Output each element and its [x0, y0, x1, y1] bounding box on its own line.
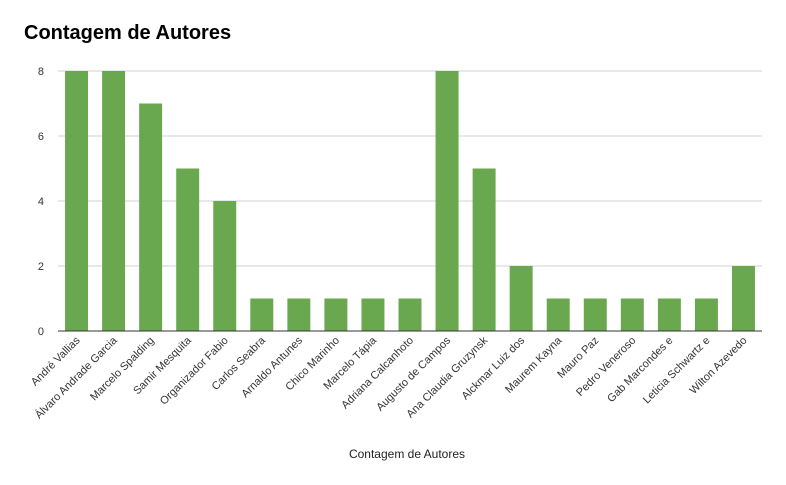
bar: [250, 298, 274, 331]
bar: [139, 103, 163, 331]
bar: [509, 266, 533, 331]
y-axis-ticks: 0 2 4 6 8: [38, 66, 44, 338]
x-tick-label: Adriana Calcanhoto: [339, 335, 416, 412]
bar: [102, 71, 126, 331]
x-tick-label: Alckmar Luiz dos: [460, 334, 528, 402]
bar: [620, 298, 644, 331]
bar: [472, 168, 496, 331]
y-tick-label: 4: [38, 196, 44, 208]
bar: [731, 266, 755, 331]
x-tick-label: Organizador Fabio: [158, 335, 231, 408]
bars: [65, 71, 755, 331]
bar: [694, 298, 718, 331]
bar: [435, 71, 459, 331]
x-tick-label: Gab Marcondes e: [605, 335, 675, 405]
bar: [213, 201, 237, 331]
x-tick-label: Marcelo Spalding: [88, 335, 157, 404]
y-tick-label: 0: [38, 326, 44, 338]
bar: [398, 298, 422, 331]
bar: [324, 298, 348, 331]
x-axis-label: Contagem de Autores: [349, 447, 465, 461]
bar: [287, 298, 311, 331]
y-tick-label: 2: [38, 261, 44, 273]
bar: [65, 71, 89, 331]
bar: [657, 298, 681, 331]
y-tick-label: 6: [38, 131, 44, 143]
gridlines: [58, 70, 762, 267]
bar: [361, 298, 385, 331]
chart-title: Contagem de Autores: [24, 22, 232, 44]
bar: [176, 168, 200, 331]
x-tick-label: Leticia Schwartz e: [641, 335, 713, 407]
bar: [546, 298, 570, 331]
y-tick-label: 8: [38, 66, 44, 78]
bar: [583, 298, 607, 331]
